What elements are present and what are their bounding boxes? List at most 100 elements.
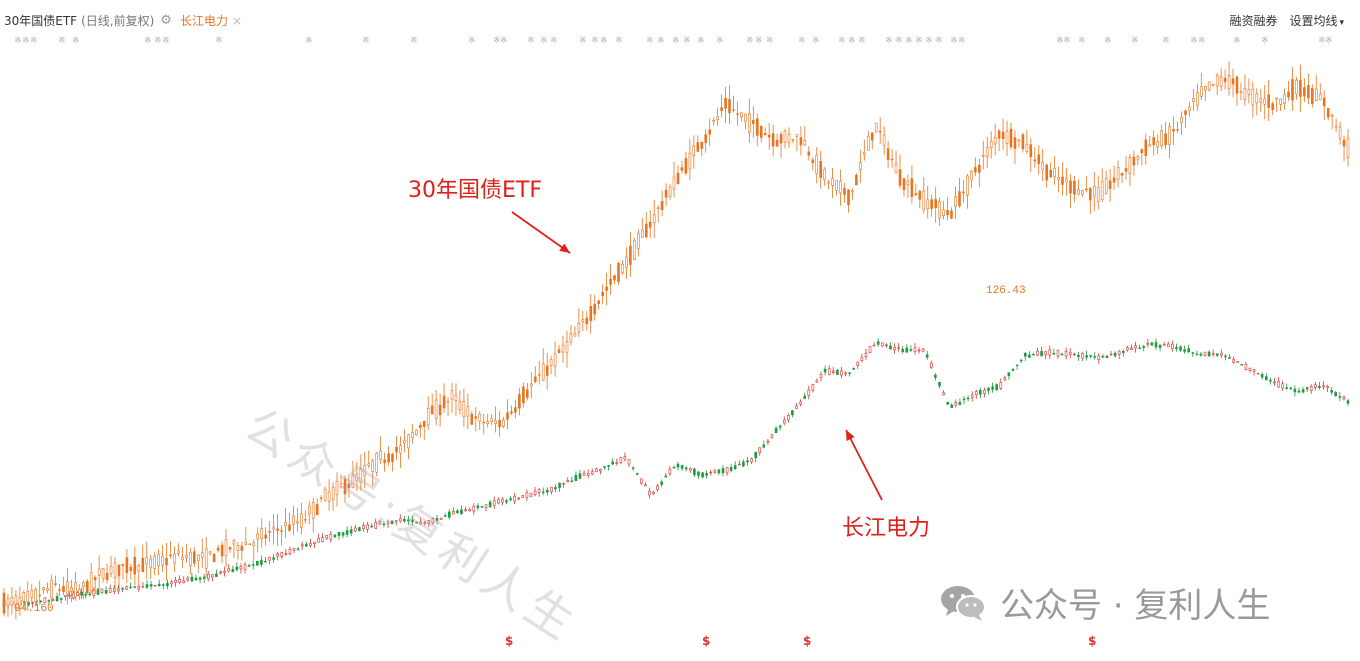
candle-body[interactable] — [78, 588, 81, 594]
event-mark-icon[interactable]: ※ — [305, 36, 313, 46]
candle-body[interactable] — [93, 577, 97, 581]
candle-body[interactable] — [1021, 134, 1025, 150]
candle-body[interactable] — [1096, 186, 1100, 202]
candle-body[interactable] — [50, 579, 53, 599]
candle-body[interactable] — [1100, 181, 1104, 200]
candle-body[interactable] — [529, 383, 533, 387]
candle-body[interactable] — [359, 468, 363, 484]
candle-body[interactable] — [1045, 164, 1048, 181]
event-mark-icon[interactable]: ※ — [410, 36, 418, 46]
candle-body[interactable] — [70, 587, 73, 592]
candle-body[interactable] — [1326, 108, 1330, 118]
candle-body[interactable] — [207, 574, 210, 580]
candle-body[interactable] — [14, 595, 18, 609]
candle-body[interactable] — [1251, 88, 1255, 106]
candle-body[interactable] — [831, 178, 834, 186]
event-mark-icon[interactable]: ※ — [1318, 36, 1326, 46]
candle-body[interactable] — [966, 175, 969, 196]
candle-body[interactable] — [1056, 350, 1060, 357]
candle-body[interactable] — [917, 349, 921, 352]
candle-body[interactable] — [573, 332, 577, 337]
candle-body[interactable] — [660, 201, 664, 210]
candle-body[interactable] — [844, 372, 847, 375]
candle-body[interactable] — [1172, 129, 1175, 132]
candle-body[interactable] — [240, 545, 244, 551]
candle-body[interactable] — [1175, 346, 1178, 349]
candle-body[interactable] — [736, 113, 739, 115]
candle-body[interactable] — [652, 491, 655, 494]
candle-body[interactable] — [1142, 345, 1145, 348]
event-mark-icon[interactable]: ※ — [162, 36, 170, 46]
candle-body[interactable] — [54, 583, 57, 585]
candle-body[interactable] — [605, 286, 608, 291]
candle-body[interactable] — [1224, 355, 1227, 358]
event-mark-icon[interactable]: ※ — [915, 36, 923, 46]
event-mark-icon[interactable]: ※ — [716, 36, 724, 46]
candle-body[interactable] — [100, 588, 104, 593]
candle-body[interactable] — [1097, 355, 1101, 360]
candle-body[interactable] — [394, 520, 398, 523]
candle-body[interactable] — [795, 405, 798, 409]
candle-body[interactable] — [701, 472, 704, 478]
candle-body[interactable] — [1164, 133, 1167, 146]
event-mark-icon[interactable]: ※ — [600, 36, 608, 46]
candle-body[interactable] — [878, 130, 882, 133]
candle-body[interactable] — [901, 348, 905, 352]
candle-body[interactable] — [460, 509, 463, 514]
candle-body[interactable] — [1216, 353, 1219, 356]
candle-body[interactable] — [452, 510, 455, 515]
candle-body[interactable] — [589, 305, 593, 321]
candle-body[interactable] — [1061, 176, 1064, 185]
candle-body[interactable] — [1235, 76, 1239, 94]
candle-body[interactable] — [557, 349, 561, 354]
candle-body[interactable] — [554, 487, 557, 490]
candle-body[interactable] — [243, 564, 247, 570]
candle-body[interactable] — [422, 420, 426, 428]
candle-body[interactable] — [335, 481, 339, 495]
candle-body[interactable] — [724, 97, 727, 109]
candle-body[interactable] — [351, 474, 355, 488]
candle-body[interactable] — [680, 167, 684, 171]
candle-body[interactable] — [121, 588, 124, 590]
candle-body[interactable] — [712, 119, 716, 122]
candle-body[interactable] — [1105, 355, 1109, 359]
candle-body[interactable] — [688, 152, 692, 170]
candle-body[interactable] — [145, 584, 149, 588]
candle-body[interactable] — [223, 570, 226, 573]
candle-body[interactable] — [921, 348, 925, 353]
candle-body[interactable] — [1315, 88, 1318, 101]
candle-body[interactable] — [345, 530, 349, 535]
candle-body[interactable] — [1303, 87, 1306, 97]
candle-body[interactable] — [1297, 390, 1301, 393]
candle-body[interactable] — [1273, 381, 1276, 384]
candle-body[interactable] — [492, 500, 496, 506]
candle-body[interactable] — [1150, 342, 1154, 346]
candle-body[interactable] — [193, 551, 196, 564]
candle-body[interactable] — [1036, 350, 1039, 356]
candle-body[interactable] — [807, 151, 811, 156]
candle-body[interactable] — [1196, 92, 1199, 106]
candle-body[interactable] — [954, 196, 957, 207]
candle-body[interactable] — [553, 353, 557, 367]
candle-body[interactable] — [627, 459, 631, 465]
candle-body[interactable] — [1318, 94, 1322, 101]
candle-body[interactable] — [1200, 86, 1203, 97]
candle-body[interactable] — [300, 544, 304, 547]
candle-body[interactable] — [1025, 144, 1029, 152]
candle-body[interactable] — [1162, 343, 1166, 346]
event-mark-icon[interactable]: ※ — [58, 36, 66, 46]
candle-body[interactable] — [574, 474, 578, 481]
candle-body[interactable] — [729, 467, 733, 471]
candle-body[interactable] — [498, 419, 501, 428]
candle-body[interactable] — [1207, 81, 1211, 91]
candle-body[interactable] — [22, 591, 26, 602]
candle-body[interactable] — [1192, 97, 1195, 102]
candle-body[interactable] — [411, 519, 414, 522]
candle-body[interactable] — [1113, 352, 1117, 357]
dividend-marker[interactable]: $ — [803, 634, 812, 648]
candle-body[interactable] — [1227, 75, 1231, 89]
candle-body[interactable] — [386, 521, 390, 525]
candle-body[interactable] — [709, 471, 713, 474]
candle-body[interactable] — [1158, 344, 1162, 348]
candle-body[interactable] — [648, 221, 652, 228]
